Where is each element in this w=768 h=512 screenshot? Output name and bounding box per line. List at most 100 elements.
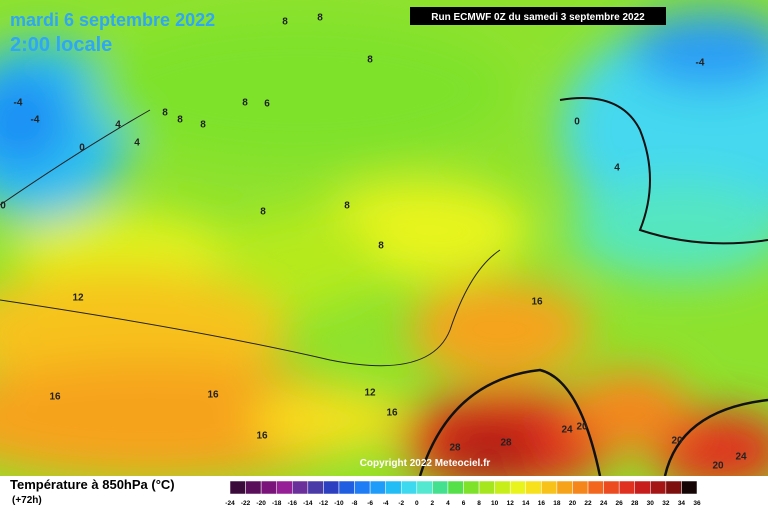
contour-label: 12 (72, 293, 84, 304)
run-box (410, 7, 666, 25)
colorbar-label: -20 (256, 500, 266, 507)
contour-label: 8 (200, 120, 206, 131)
contour-label: 0 (0, 201, 6, 212)
colorbar-label: 26 (616, 500, 624, 507)
contour-label: 28 (449, 443, 461, 454)
colorbar-label: 0 (415, 500, 419, 507)
contour-label: 8 (162, 108, 168, 119)
contour-label: 8 (282, 17, 288, 28)
colorbar-label: -6 (367, 500, 373, 507)
colorbar-label: -2 (398, 500, 404, 507)
colorbar-label: 22 (584, 500, 592, 507)
colorbar-label: 16 (538, 500, 546, 507)
contour-label: 8 (242, 98, 248, 109)
colorbar-swatch (276, 480, 293, 495)
contour-label: 8 (260, 207, 266, 218)
colorbar-label: 10 (491, 500, 499, 507)
contour-label: 16 (49, 392, 61, 403)
colorbar-swatch (541, 480, 558, 495)
contour-label: 12 (364, 388, 376, 399)
colorbar-label: 2 (431, 500, 435, 507)
colorbar-label: 24 (600, 500, 608, 507)
colorbar-label: 36 (693, 500, 701, 507)
colorbar-swatch (245, 480, 262, 495)
contour-label: 16 (207, 390, 219, 401)
colorbar-swatch (260, 480, 277, 495)
colorbar-label: -8 (352, 500, 358, 507)
colorbar-swatch (369, 480, 386, 495)
contour-label: 8 (367, 55, 373, 66)
colorbar-swatch (432, 480, 449, 495)
contour-label: 8 (378, 241, 384, 252)
temperature-field (0, 0, 768, 476)
colorbar-label: 18 (553, 500, 561, 507)
contour-label: 8 (177, 115, 183, 126)
colorbar-swatch (509, 480, 527, 495)
contour-label: -4 (31, 115, 40, 126)
contour-label: 24 (735, 452, 747, 463)
contour-label: -4 (696, 58, 705, 69)
colorbar-swatch (650, 480, 667, 495)
colorbar-swatch (447, 480, 464, 495)
colorbar-swatch (587, 480, 604, 495)
colorbar-swatch (618, 480, 635, 495)
colorbar-label: 20 (569, 500, 577, 507)
colorbar-swatch (525, 480, 542, 495)
contour-label: 16 (256, 431, 268, 442)
colorbar: -24 -22 -20 -18 -16 -14 -12 -10 -8 -6 -4 -2 0 2 4 6 8 10 1… (225, 480, 701, 507)
colorbar-label: 6 (462, 500, 466, 507)
colorbar-label: 30 (647, 500, 655, 507)
contour-label: -4 (14, 98, 23, 109)
colorbar-swatch (400, 480, 418, 495)
lead-time: (+72h) (12, 495, 42, 506)
colorbar-swatch (354, 480, 371, 495)
colorbar-label: -12 (319, 500, 329, 507)
colorbar-label: -14 (303, 500, 313, 507)
colorbar-label: -24 (225, 500, 235, 507)
colorbar-swatch (665, 480, 682, 495)
colorbar-swatch (292, 480, 309, 495)
colorbar-swatch (494, 480, 511, 495)
colorbar-swatch (478, 480, 495, 495)
colorbar-swatch (385, 480, 402, 495)
colorbar-swatch (681, 480, 698, 495)
colorbar-label: -10 (334, 500, 344, 507)
colorbar-label: 28 (631, 500, 639, 507)
colorbar-swatch (556, 480, 573, 495)
copyright: Copyright 2022 Meteociel.fr (360, 458, 491, 469)
colorbar-swatch (307, 480, 324, 495)
colorbar-swatch (416, 480, 433, 495)
contour-label: 20 (712, 461, 724, 472)
colorbar-swatch (634, 480, 651, 495)
colorbar-label: 12 (507, 500, 515, 507)
contour-label: 8 (317, 13, 323, 24)
colorbar-swatch (229, 480, 246, 495)
contour-label: 8 (344, 201, 350, 212)
contour-label: 28 (500, 438, 512, 449)
colorbar-label: -4 (383, 500, 389, 507)
colorbar-label: -16 (288, 500, 298, 507)
contour-label: 6 (264, 99, 270, 110)
contour-label: 16 (531, 297, 543, 308)
time-title: 2:00 locale (10, 34, 112, 56)
legend-title: Température à 850hPa (°C) (10, 477, 175, 492)
contour-label: 4 (134, 138, 140, 149)
colorbar-swatch (572, 480, 589, 495)
contour-label: 16 (386, 408, 398, 419)
contour-label: 0 (574, 117, 580, 128)
colorbar-swatch (323, 480, 340, 495)
colorbar-label: 32 (662, 500, 670, 507)
colorbar-swatch (338, 480, 355, 495)
contour-label: 4 (115, 120, 121, 131)
contour-label: 0 (79, 143, 85, 154)
contour-label: 24 (561, 425, 573, 436)
run-info: Run ECMWF 0Z du samedi 3 septembre 2022 (431, 12, 645, 23)
contour-label: 20 (671, 436, 683, 447)
colorbar-label: 14 (522, 500, 530, 507)
colorbar-label: 8 (477, 500, 481, 507)
colorbar-label: -22 (241, 500, 251, 507)
date-title: mardi 6 septembre 2022 (10, 10, 215, 30)
colorbar-swatch (603, 480, 620, 495)
